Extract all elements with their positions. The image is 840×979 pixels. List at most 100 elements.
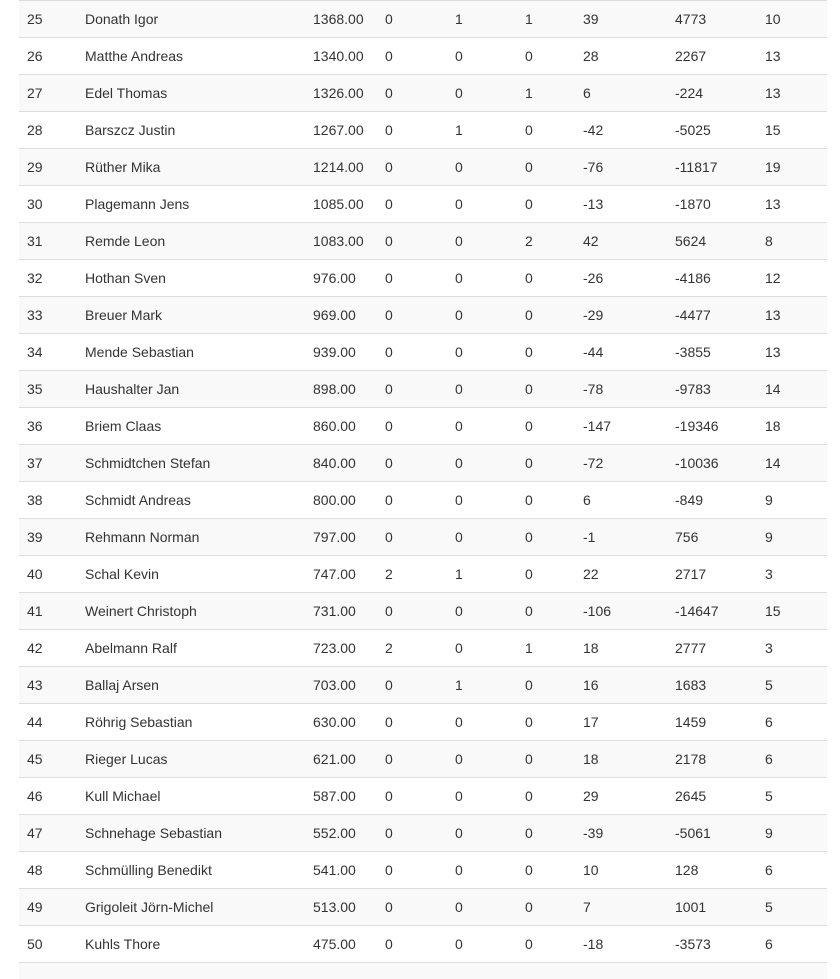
player-name-cell: Kull Michael	[77, 778, 305, 815]
stat-cell: 10	[575, 852, 667, 889]
stat-cell: 0	[517, 926, 575, 963]
empty-cell	[667, 963, 757, 979]
stat-cell: 0	[517, 482, 575, 519]
player-name-cell: Donath Igor	[77, 1, 305, 38]
points-cell: 587.00	[305, 778, 377, 815]
player-name-cell: Grigoleit Jörn-Michel	[77, 889, 305, 926]
stat-cell: 13	[757, 334, 827, 371]
rank-cell: 49	[19, 889, 77, 926]
stat-cell: 2777	[667, 630, 757, 667]
stat-cell: -39	[575, 815, 667, 852]
points-cell: 747.00	[305, 556, 377, 593]
stat-cell: -19346	[667, 408, 757, 445]
points-cell: 840.00	[305, 445, 377, 482]
points-cell: 976.00	[305, 260, 377, 297]
stat-cell: -44	[575, 334, 667, 371]
stat-cell: -3855	[667, 334, 757, 371]
empty-cell	[575, 963, 667, 979]
stat-cell: 16	[575, 667, 667, 704]
rank-cell: 44	[19, 704, 77, 741]
rank-cell: 46	[19, 778, 77, 815]
stat-cell: 0	[517, 408, 575, 445]
player-name-cell: Kuhls Thore	[77, 926, 305, 963]
stat-cell: 22	[575, 556, 667, 593]
rank-cell: 41	[19, 593, 77, 630]
player-name-cell: Mende Sebastian	[77, 334, 305, 371]
player-name-cell: Weinert Christoph	[77, 593, 305, 630]
stat-cell: 0	[517, 445, 575, 482]
stat-cell: 6	[757, 852, 827, 889]
stat-cell: 0	[377, 297, 447, 334]
stat-cell: 7	[575, 889, 667, 926]
stat-cell: -106	[575, 593, 667, 630]
stat-cell: -11817	[667, 149, 757, 186]
player-name-cell: Rehmann Norman	[77, 519, 305, 556]
player-name-cell: Schal Kevin	[77, 556, 305, 593]
stat-cell: 0	[377, 889, 447, 926]
points-cell: 552.00	[305, 815, 377, 852]
rank-cell: 34	[19, 334, 77, 371]
player-name-cell: Breuer Mark	[77, 297, 305, 334]
stat-cell: 0	[447, 630, 517, 667]
player-name-cell: Schmidtchen Stefan	[77, 445, 305, 482]
stat-cell: 0	[377, 1, 447, 38]
points-cell: 1340.00	[305, 38, 377, 75]
stat-cell: -3573	[667, 926, 757, 963]
stat-cell: 1	[447, 556, 517, 593]
stat-cell: 0	[517, 889, 575, 926]
stat-cell: 9	[757, 815, 827, 852]
stat-cell: 0	[377, 482, 447, 519]
stat-cell: -4477	[667, 297, 757, 334]
stat-cell: 0	[447, 445, 517, 482]
stat-cell: 0	[377, 593, 447, 630]
stat-cell: 3	[757, 630, 827, 667]
stat-cell: 13	[757, 297, 827, 334]
stat-cell: -224	[667, 75, 757, 112]
player-name-cell: Remde Leon	[77, 223, 305, 260]
empty-cell	[517, 963, 575, 979]
stat-cell: 0	[517, 778, 575, 815]
rank-cell: 42	[19, 630, 77, 667]
stat-cell: 0	[447, 889, 517, 926]
stat-cell: 0	[447, 38, 517, 75]
player-name-cell: Plagemann Jens	[77, 186, 305, 223]
rank-cell: 30	[19, 186, 77, 223]
empty-cell	[77, 963, 305, 979]
stat-cell: 0	[447, 297, 517, 334]
stat-cell: 0	[377, 741, 447, 778]
stat-cell: -849	[667, 482, 757, 519]
stat-cell: 29	[575, 778, 667, 815]
rank-cell: 35	[19, 371, 77, 408]
empty-cell	[757, 963, 827, 979]
stat-cell: 0	[377, 408, 447, 445]
player-name-cell: Barszcz Justin	[77, 112, 305, 149]
stat-cell: 0	[377, 519, 447, 556]
stat-cell: 18	[757, 408, 827, 445]
stat-cell: -42	[575, 112, 667, 149]
stat-cell: 0	[517, 149, 575, 186]
stat-cell: 2717	[667, 556, 757, 593]
rank-cell: 48	[19, 852, 77, 889]
stat-cell: 28	[575, 38, 667, 75]
stat-cell: -76	[575, 149, 667, 186]
points-cell: 731.00	[305, 593, 377, 630]
points-cell: 860.00	[305, 408, 377, 445]
stat-cell: 0	[447, 260, 517, 297]
rank-cell: 26	[19, 38, 77, 75]
player-name-cell: Schnehage Sebastian	[77, 815, 305, 852]
stat-cell: 42	[575, 223, 667, 260]
rank-cell: 38	[19, 482, 77, 519]
stat-cell: 15	[757, 112, 827, 149]
stat-cell: -18	[575, 926, 667, 963]
stat-cell: -147	[575, 408, 667, 445]
